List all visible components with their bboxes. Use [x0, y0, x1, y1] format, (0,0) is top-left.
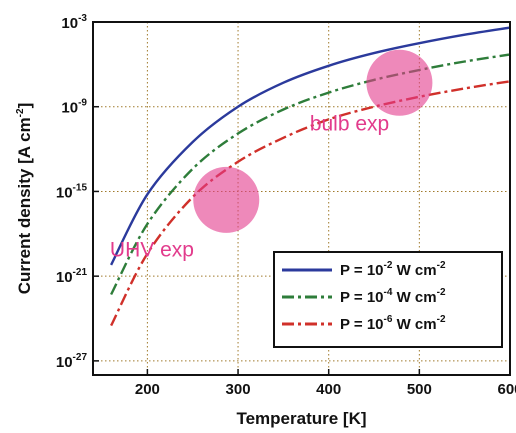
legend-label-2: P = 10-6 W cm-2 — [340, 314, 446, 333]
x-tick-label-1: 300 — [226, 381, 251, 398]
axis-ticks: 200 300 400 500 600 10-3 10-9 10-15 10-21 10-27 — [56, 13, 516, 398]
annotation-markers — [193, 49, 433, 233]
annotation-marker-1 — [366, 49, 433, 116]
annotation-marker-0 — [193, 166, 260, 233]
y-axis-label-sup: -2 — [15, 108, 26, 117]
y-axis-label: Current density [A cm-2] — [15, 103, 34, 295]
y-tick-label-3: 10-21 — [56, 267, 88, 286]
x-tick-label-2: 400 — [316, 381, 341, 398]
x-tick-label-0: 200 — [135, 381, 160, 398]
legend: P = 10-2 W cm-2 P = 10-4 W cm-2 P = 10-6 W… — [273, 251, 503, 348]
series-line-2 — [110, 80, 511, 327]
plot-frame — [92, 21, 511, 376]
annotation-labels: UHV exp bulb exp — [110, 113, 389, 262]
legend-label-0: P = 10-2 W cm-2 — [340, 260, 446, 279]
x-tick-label-3: 500 — [407, 381, 432, 398]
annotation-label-1: bulb exp — [310, 113, 389, 136]
series-line-0 — [110, 26, 511, 266]
y-axis-label-main: Current density [A cm — [15, 117, 34, 294]
legend-box — [273, 251, 503, 348]
legend-label-1: P = 10-4 W cm-2 — [340, 287, 446, 306]
y-tick-label-2: 10-15 — [56, 182, 88, 201]
series-layer — [110, 26, 511, 327]
y-axis-label-end: ] — [15, 103, 34, 109]
y-tick-label-1: 10-9 — [61, 98, 87, 117]
y-tick-label-4: 10-27 — [56, 352, 88, 371]
x-axis-label: Temperature [K] — [236, 409, 366, 428]
y-tick-label-0: 10-3 — [61, 13, 87, 32]
series-line-1 — [110, 53, 511, 296]
x-tick-label-4: 600 — [497, 381, 516, 398]
annotation-label-0: UHV exp — [110, 238, 194, 261]
